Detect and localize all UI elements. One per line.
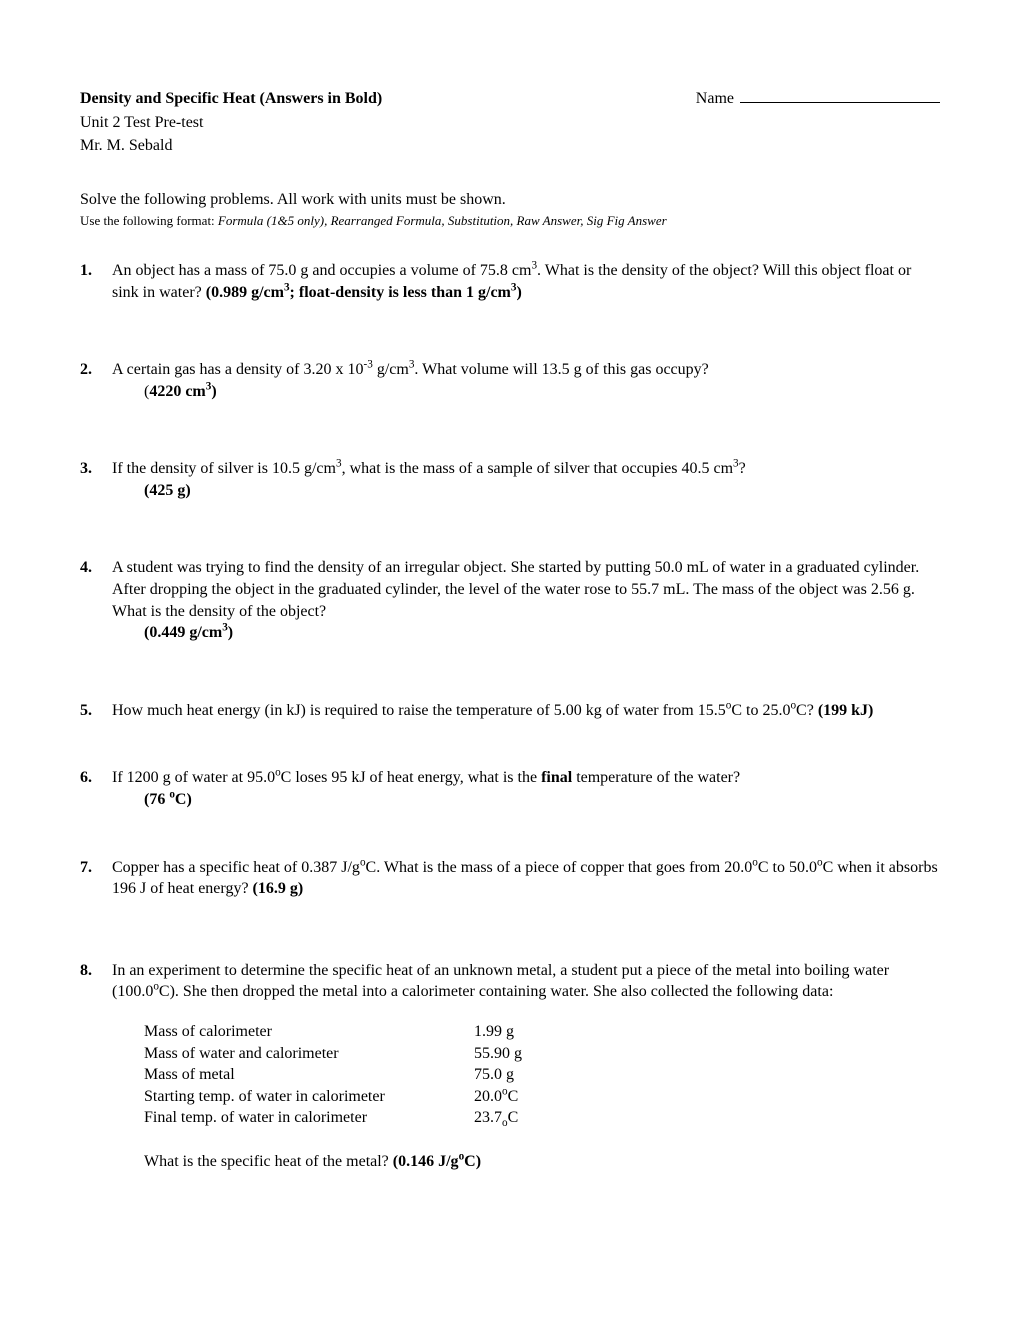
v: 20.0 — [474, 1088, 502, 1105]
subtitle-2: Mr. M. Sebald — [80, 135, 940, 157]
problem-body: Copper has a specific heat of 0.387 J/go… — [112, 857, 940, 900]
answer: 4220 cm3) — [149, 383, 216, 400]
data-table: Mass of calorimeter1.99 g Mass of water … — [144, 1021, 940, 1129]
problem-body: How much heat energy (in kJ) is required… — [112, 700, 940, 722]
instructions: Solve the following problems. All work w… — [80, 189, 940, 230]
ans-text: ) — [211, 383, 216, 400]
answer: (16.9 g) — [253, 880, 304, 897]
format-italic: Formula (1&5 only), Rearranged Formula, … — [218, 213, 667, 228]
q-text: C to 50.0 — [758, 859, 817, 876]
q-text: . What volume will 13.5 g of this gas oc… — [414, 361, 708, 378]
q-text: C? — [796, 702, 818, 719]
q-text: C). She then dropped the metal into a ca… — [159, 983, 833, 1000]
problem-number: 6. — [80, 767, 102, 810]
problem-number: 5. — [80, 700, 102, 722]
table-label: Mass of water and calorimeter — [144, 1043, 474, 1065]
ans-text: (0.449 g/cm — [144, 624, 222, 641]
table-label: Final temp. of water in calorimeter — [144, 1107, 474, 1129]
ans-text: (0.989 g/cm — [206, 284, 284, 301]
answer: (0.989 g/cm3; float-density is less than… — [206, 284, 522, 301]
answer: (0.146 J/goC) — [393, 1153, 481, 1170]
table-row: Mass of calorimeter1.99 g — [144, 1021, 940, 1043]
answer: (199 kJ) — [818, 702, 874, 719]
q-text: What is the specific heat of the metal? — [144, 1153, 393, 1170]
q-text: , what is the mass of a sample of silver… — [342, 460, 733, 477]
problem-body: An object has a mass of 75.0 g and occup… — [112, 260, 940, 303]
answer: (76 oC) — [144, 789, 940, 811]
ans-text: (76 — [144, 791, 169, 808]
ans-text: (0.146 J/g — [393, 1153, 459, 1170]
problem-body: In an experiment to determine the specif… — [112, 960, 940, 1173]
q-text: temperature of the water? — [572, 769, 740, 786]
final-question: What is the specific heat of the metal? … — [144, 1151, 940, 1173]
problem-body: A certain gas has a density of 3.20 x 10… — [112, 359, 940, 402]
answer-line: (4220 cm3) — [144, 381, 940, 403]
problem-number: 7. — [80, 857, 102, 900]
q-text: C to 25.0 — [731, 702, 790, 719]
problem-number: 2. — [80, 359, 102, 402]
problem-number: 3. — [80, 458, 102, 501]
table-label: Mass of metal — [144, 1064, 474, 1086]
problems-list: 1. An object has a mass of 75.0 g and oc… — [80, 260, 940, 1173]
problem-body: If the density of silver is 10.5 g/cm3, … — [112, 458, 940, 501]
table-value: 1.99 g — [474, 1021, 514, 1043]
v: C — [508, 1109, 519, 1126]
q-text: A student was trying to find the density… — [112, 559, 919, 619]
q-text: If the density of silver is 10.5 g/cm — [112, 460, 336, 477]
format-hint: Use the following format: Formula (1&5 o… — [80, 212, 940, 230]
bold-word: final — [541, 769, 572, 786]
q-text: How much heat energy (in kJ) is required… — [112, 702, 726, 719]
q-text: C. What is the mass of a piece of copper… — [366, 859, 753, 876]
answer: (425 g) — [144, 480, 940, 502]
problem-3: 3. If the density of silver is 10.5 g/cm… — [80, 458, 940, 501]
ans-text: ) — [228, 624, 233, 641]
ans-text: C) — [175, 791, 192, 808]
q-text: g/cm — [373, 361, 409, 378]
q-text: A certain gas has a density of 3.20 x 10 — [112, 361, 364, 378]
q-text: Copper has a specific heat of 0.387 J/g — [112, 859, 360, 876]
subtitle-1: Unit 2 Test Pre-test — [80, 112, 940, 134]
problem-body: A student was trying to find the density… — [112, 557, 940, 643]
format-prefix: Use the following format: — [80, 213, 218, 228]
table-row: Mass of metal75.0 g — [144, 1064, 940, 1086]
problem-number: 1. — [80, 260, 102, 303]
v: C — [508, 1088, 519, 1105]
name-label: Name — [696, 90, 734, 107]
header-row: Density and Specific Heat (Answers in Bo… — [80, 88, 940, 110]
problem-7: 7. Copper has a specific heat of 0.387 J… — [80, 857, 940, 900]
q-text: C loses 95 kJ of heat energy, what is th… — [281, 769, 541, 786]
table-value: 23.7oC — [474, 1107, 518, 1129]
ans-text: ) — [516, 284, 521, 301]
problem-8: 8. In an experiment to determine the spe… — [80, 960, 940, 1173]
table-row: Mass of water and calorimeter55.90 g — [144, 1043, 940, 1065]
name-blank-line[interactable] — [740, 102, 940, 103]
problem-body: If 1200 g of water at 95.0oC loses 95 kJ… — [112, 767, 940, 810]
page-title: Density and Specific Heat (Answers in Bo… — [80, 88, 382, 110]
table-label: Starting temp. of water in calorimeter — [144, 1086, 474, 1108]
table-value: 20.0oC — [474, 1086, 518, 1108]
ans-text: ; float-density is less than 1 g/cm — [290, 284, 511, 301]
q-text: ? — [739, 460, 746, 477]
problem-2: 2. A certain gas has a density of 3.20 x… — [80, 359, 940, 402]
answer: (0.449 g/cm3) — [144, 622, 940, 644]
ans-text: C) — [464, 1153, 481, 1170]
problem-number: 4. — [80, 557, 102, 643]
ans-text: 4220 cm — [149, 383, 205, 400]
q-text: If 1200 g of water at 95.0 — [112, 769, 275, 786]
table-value: 75.0 g — [474, 1064, 514, 1086]
sup: -3 — [364, 359, 373, 371]
problem-1: 1. An object has a mass of 75.0 g and oc… — [80, 260, 940, 303]
table-value: 55.90 g — [474, 1043, 522, 1065]
instructions-line: Solve the following problems. All work w… — [80, 189, 940, 211]
table-row: Starting temp. of water in calorimeter20… — [144, 1086, 940, 1108]
problem-6: 6. If 1200 g of water at 95.0oC loses 95… — [80, 767, 940, 810]
problem-5: 5. How much heat energy (in kJ) is requi… — [80, 700, 940, 722]
table-row: Final temp. of water in calorimeter23.7o… — [144, 1107, 940, 1129]
name-field: Name — [696, 88, 940, 110]
v: 23.7 — [474, 1109, 502, 1126]
table-label: Mass of calorimeter — [144, 1021, 474, 1043]
problem-number: 8. — [80, 960, 102, 1173]
q-text: An object has a mass of 75.0 g and occup… — [112, 262, 531, 279]
problem-4: 4. A student was trying to find the dens… — [80, 557, 940, 643]
